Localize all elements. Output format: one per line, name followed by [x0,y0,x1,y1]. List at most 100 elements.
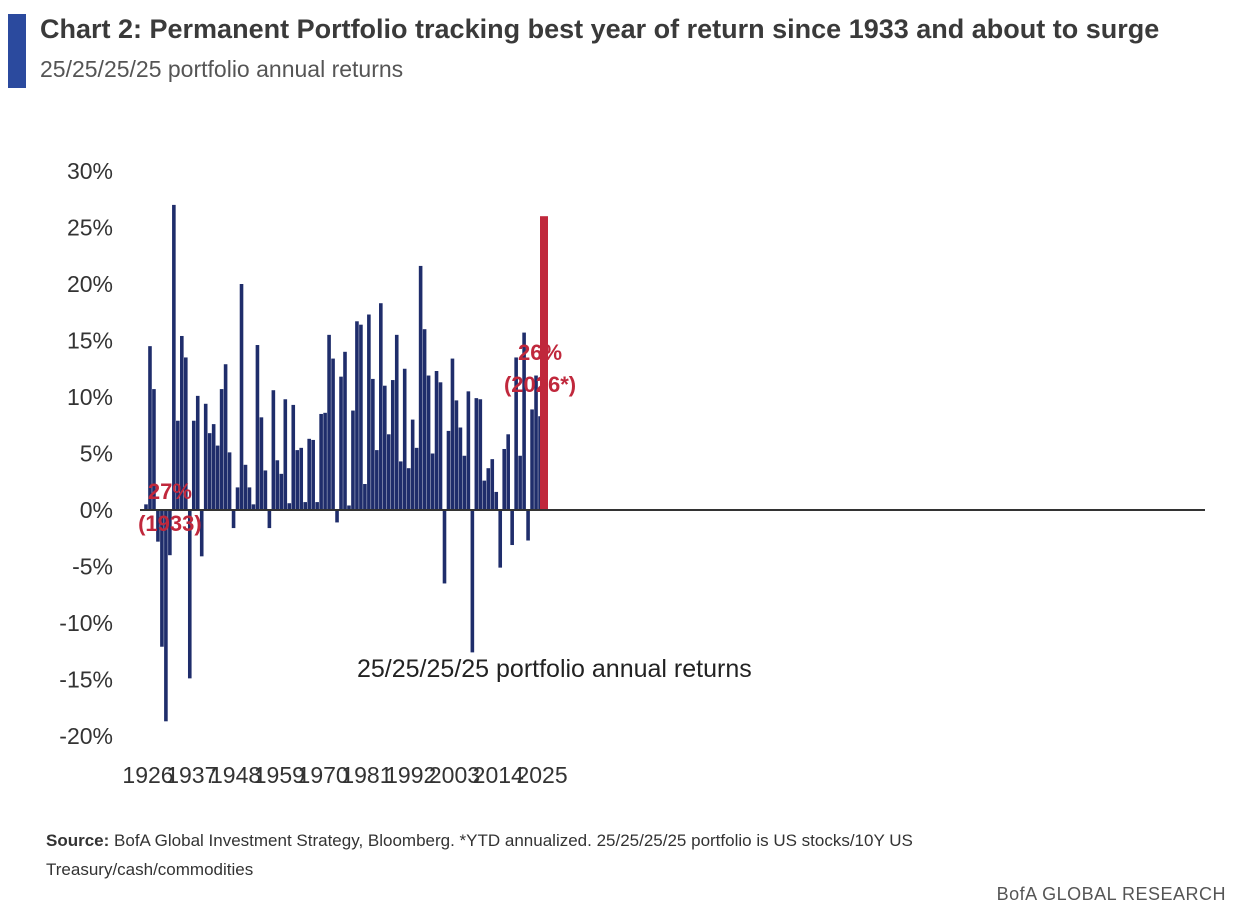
bar [335,510,339,523]
bar [371,378,375,510]
bar [307,438,311,510]
x-tick-label: 2003 [429,762,480,788]
bar [279,473,284,510]
bar [295,450,300,510]
bar [430,453,435,510]
bar [152,389,156,510]
bar [510,510,514,546]
bar [367,314,371,510]
bar [315,502,319,510]
bar [144,504,148,510]
bar [343,351,347,510]
bar [502,448,506,510]
bar [219,389,224,510]
bar [187,510,192,679]
bar-highlight [540,216,548,510]
bar [251,504,256,510]
bar [339,376,343,510]
y-tick-label: -5% [72,554,113,580]
bar [287,503,292,510]
y-tick-label: 0% [80,497,113,523]
bar [215,445,220,510]
bar [211,424,216,510]
bar [406,468,411,510]
title-accent-bar [8,14,26,88]
source-note: Source: BofA Global Investment Strategy,… [46,826,1066,884]
source-label: Source: [46,831,110,850]
bar [191,420,196,510]
inner-series-label: 25/25/25/25 portfolio annual returns [357,655,752,683]
y-tick-label: 5% [80,441,113,467]
bar [283,399,288,510]
y-axis-labels: 30% 25% 20% 15% 10% 5% 0% -5% -10% -15% -20% [59,158,113,749]
bar [462,455,467,510]
bars [144,204,548,722]
bar [383,385,387,510]
bar [331,358,335,510]
bar [227,452,232,510]
y-tick-label: 25% [67,215,113,241]
bar [454,400,459,510]
x-tick-label: 1970 [298,762,349,788]
bar [386,434,391,510]
bar [311,439,315,510]
y-tick-label: -10% [59,610,113,636]
x-tick-label: 1948 [210,762,261,788]
bar [434,371,439,510]
y-tick-label: 15% [67,328,113,354]
x-tick-label: 2025 [516,762,567,788]
y-tick-label: 10% [67,384,113,410]
bar [148,346,152,510]
bar [164,510,168,722]
bar [323,412,327,510]
bar [247,487,252,510]
annotation-value: 27% [148,479,192,504]
bar [490,459,495,510]
bar [534,375,538,510]
x-tick-label: 2014 [473,762,524,788]
bar [168,510,172,556]
bar [514,357,518,510]
brand-footer: BofA GLOBAL RESEARCH [996,884,1226,904]
bar [359,324,363,510]
bar [526,510,530,541]
bar [327,334,331,510]
bar [239,284,244,510]
chart-title: Chart 2: Permanent Portfolio tracking be… [40,14,1160,44]
bar [259,417,264,510]
bar [156,510,160,542]
bar [180,335,184,510]
bar [438,382,443,510]
bar [172,204,176,510]
bar [466,391,471,510]
chart-subtitle: 25/25/25/25 portfolio annual returns [40,56,404,82]
bar [363,484,367,510]
annotations: 27% (1933) 26% (2026*) [138,340,576,536]
annotation-year: (2026*) [504,372,576,397]
bar [442,510,447,584]
bar [176,420,180,510]
bar [506,434,510,510]
bar [402,368,407,510]
bar [195,395,200,510]
bar [478,399,483,510]
bar [530,409,534,510]
annotation-value: 26% [518,340,562,365]
y-tick-label: 20% [67,271,113,297]
bar [474,398,479,510]
bar [347,505,351,510]
bar [160,510,164,647]
bar [271,390,276,510]
bar [470,510,475,653]
bar [203,403,208,510]
bar [410,419,415,510]
bar [299,447,304,510]
bar [390,380,395,510]
bar [267,510,272,529]
bar [184,357,188,510]
bar [231,510,236,529]
bar [303,502,307,510]
bar [446,430,451,510]
bar [418,265,423,510]
